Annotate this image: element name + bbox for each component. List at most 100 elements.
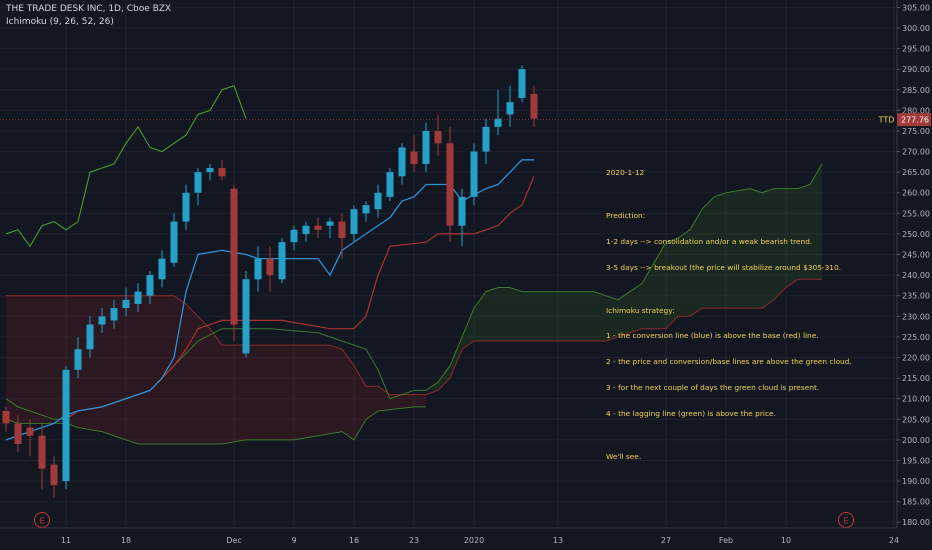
y-tick-label: 245.00 <box>902 251 930 260</box>
candle-body <box>338 221 346 239</box>
y-tick-label: 205.00 <box>902 415 930 424</box>
x-tick-label: 24 <box>889 536 899 545</box>
candle-body <box>326 221 334 226</box>
candle-body <box>74 349 82 370</box>
price-axis-bg <box>897 0 932 550</box>
x-tick-label: Feb <box>719 536 733 545</box>
indicator-legend[interactable]: Ichimoku (9, 26, 52, 26) <box>6 17 114 27</box>
y-tick-label: 185.00 <box>902 498 930 507</box>
candle-body <box>302 225 310 234</box>
annotation-line: 1 - the conversion line (blue) is above … <box>606 331 819 341</box>
candle-body <box>134 291 142 304</box>
y-tick-label: 210.00 <box>902 395 930 404</box>
bullish-cloud <box>432 163 822 393</box>
candles <box>2 65 538 498</box>
candle-body <box>386 172 394 197</box>
candle-body <box>422 130 430 164</box>
annotation-line: 2020-1-12 <box>606 168 645 178</box>
candle-body <box>278 242 286 280</box>
candle-body <box>434 130 442 144</box>
candle-body <box>398 147 406 177</box>
candle-body <box>218 168 226 177</box>
price-tag-bg <box>897 113 931 127</box>
y-tick-label: 190.00 <box>902 477 930 486</box>
x-tick-label: 27 <box>661 536 671 545</box>
y-tick-label: 215.00 <box>902 374 930 383</box>
annotation-line: Prediction: <box>606 211 646 221</box>
y-tick-label: 285.00 <box>902 86 930 95</box>
y-tick-label: 300.00 <box>902 24 930 33</box>
candle-body <box>2 411 10 424</box>
x-tick-label: 9 <box>291 536 296 545</box>
candle-body <box>530 93 538 119</box>
y-tick-label: 305.00 <box>902 3 930 12</box>
conversion-line <box>5 159 534 441</box>
time-axis-bg <box>0 528 897 550</box>
x-tick-label: 2020 <box>464 536 484 545</box>
x-tick-label: 11 <box>61 536 71 545</box>
y-tick-label: 225.00 <box>902 333 930 342</box>
x-tick-label: 23 <box>409 536 419 545</box>
candle-body <box>482 126 490 152</box>
bearish-cloud <box>6 295 426 444</box>
candle-body <box>158 258 166 280</box>
x-tick-label: 16 <box>349 536 359 545</box>
annotation-line: 4 - the lagging line (green) is above th… <box>606 408 776 418</box>
candle-body <box>314 225 322 230</box>
x-tick-label: 18 <box>121 536 131 545</box>
candle-body <box>170 221 178 263</box>
y-tick-label: 240.00 <box>902 271 930 280</box>
annotation-line: We'll see. <box>606 451 642 461</box>
candle-body <box>98 316 106 325</box>
candle-body <box>230 188 238 325</box>
candle-body <box>14 423 22 444</box>
candle-body <box>266 258 274 276</box>
candle-body <box>38 435 46 469</box>
y-tick-label: 270.00 <box>902 148 930 157</box>
candle-body <box>410 151 418 164</box>
candle-body <box>26 427 34 436</box>
y-tick-label: 250.00 <box>902 230 930 239</box>
candle-body <box>206 168 214 173</box>
y-tick-label: 280.00 <box>902 106 930 115</box>
y-tick-label: 230.00 <box>902 312 930 321</box>
candle-body <box>122 299 130 309</box>
y-tick-label: 290.00 <box>902 65 930 74</box>
y-tick-label: 260.00 <box>902 189 930 198</box>
grid <box>0 0 897 528</box>
y-tick-label: 180.00 <box>902 518 930 527</box>
y-tick-label: 220.00 <box>902 353 930 362</box>
y-tick-label: 255.00 <box>902 209 930 218</box>
candle-body <box>458 196 466 226</box>
candle-body <box>362 205 370 214</box>
earnings-marker-label: E <box>843 517 848 526</box>
candle-body <box>242 279 250 354</box>
y-tick-label: 195.00 <box>902 456 930 465</box>
candle-body <box>506 102 514 115</box>
candle-body <box>518 69 526 99</box>
senkou-span-b-line <box>6 278 822 396</box>
y-tick-label: 275.00 <box>902 127 930 136</box>
candle-body <box>446 143 454 226</box>
annotation-line: 2 - the price and conversion/base lines … <box>606 357 852 367</box>
candle-body <box>350 209 358 234</box>
price-tag-value: 277.76 <box>901 116 929 125</box>
annotation-line: 3 - for the next couple of days the gree… <box>606 383 820 393</box>
y-tick-label: 295.00 <box>902 45 930 54</box>
candle-body <box>182 192 190 222</box>
candle-body <box>146 275 154 296</box>
x-tick-label: Dec <box>226 536 241 545</box>
candle-body <box>110 308 118 321</box>
lagging-line <box>5 85 247 248</box>
candle-body <box>194 172 202 193</box>
price-tag-symbol-bg <box>876 113 897 126</box>
candle-body <box>494 118 502 127</box>
x-tick-label: 10 <box>781 536 791 545</box>
prediction-annotation: 2020-1-12 Prediction: 1-2 days --> conso… <box>606 152 852 470</box>
candle-body <box>470 151 478 197</box>
y-tick-label: 265.00 <box>902 168 930 177</box>
annotation-line: 3-5 days --> breakout (the price will st… <box>606 262 842 272</box>
price-tag-symbol: TTD <box>878 116 895 125</box>
candle-body <box>254 258 262 280</box>
